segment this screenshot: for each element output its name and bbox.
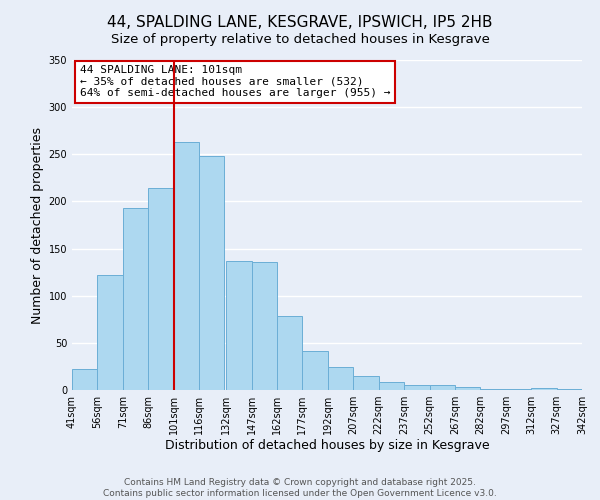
- Bar: [481, 389, 506, 390]
- Bar: [404, 386, 430, 390]
- Bar: [226, 261, 251, 390]
- Text: Contains HM Land Registry data © Crown copyright and database right 2025.
Contai: Contains HM Land Registry data © Crown c…: [103, 478, 497, 498]
- Bar: [455, 387, 481, 390]
- Text: Size of property relative to detached houses in Kesgrave: Size of property relative to detached ho…: [110, 32, 490, 46]
- Bar: [506, 389, 531, 390]
- Text: 44 SPALDING LANE: 101sqm
← 35% of detached houses are smaller (532)
64% of semi-: 44 SPALDING LANE: 101sqm ← 35% of detach…: [80, 65, 390, 98]
- Bar: [199, 156, 224, 390]
- Bar: [379, 382, 404, 390]
- Bar: [531, 388, 557, 390]
- X-axis label: Distribution of detached houses by size in Kesgrave: Distribution of detached houses by size …: [164, 438, 490, 452]
- Bar: [277, 316, 302, 390]
- Bar: [353, 376, 379, 390]
- Bar: [97, 275, 123, 390]
- Bar: [302, 352, 328, 390]
- Text: 44, SPALDING LANE, KESGRAVE, IPSWICH, IP5 2HB: 44, SPALDING LANE, KESGRAVE, IPSWICH, IP…: [107, 15, 493, 30]
- Bar: [148, 188, 173, 390]
- Bar: [72, 370, 97, 390]
- Bar: [123, 208, 148, 390]
- Bar: [430, 386, 455, 390]
- Bar: [557, 389, 582, 390]
- Bar: [173, 142, 199, 390]
- Bar: [328, 368, 353, 390]
- Y-axis label: Number of detached properties: Number of detached properties: [31, 126, 44, 324]
- Bar: [251, 262, 277, 390]
